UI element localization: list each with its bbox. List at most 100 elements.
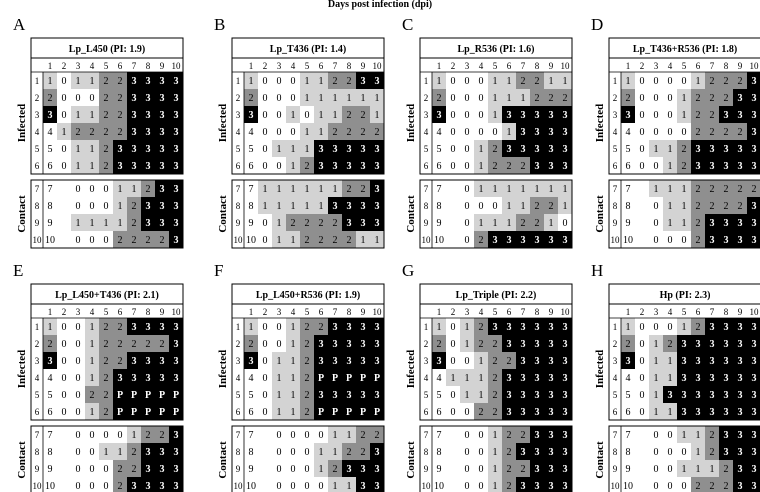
heatmap-cell xyxy=(272,443,287,461)
cell-value-label: 0 xyxy=(668,464,673,475)
heatmap-cell xyxy=(460,426,475,444)
heatmap-cell xyxy=(544,426,559,444)
heatmap-cell xyxy=(446,72,461,90)
cell-value-label: 3 xyxy=(507,110,512,121)
heatmap-cell xyxy=(530,180,545,198)
cell-value-label: 0 xyxy=(319,481,324,492)
heatmap-cell xyxy=(621,426,636,444)
cell-value-label: 1 xyxy=(291,373,296,384)
day-tick-label: 4 xyxy=(668,307,673,317)
heatmap-cell xyxy=(677,89,692,107)
heatmap-cell xyxy=(314,460,329,478)
cell-value-label: 1 xyxy=(90,339,95,350)
heatmap-cell xyxy=(314,426,329,444)
day-tick-label: 8 xyxy=(724,307,729,317)
panel-letter: A xyxy=(13,15,26,34)
cell-value-label: 1 xyxy=(535,184,540,195)
heatmap-cell xyxy=(621,214,636,232)
cell-value-label: 3 xyxy=(521,447,526,458)
heatmap-cell xyxy=(635,352,650,370)
heatmap-cell xyxy=(691,477,706,492)
cell-value-label: 3 xyxy=(146,161,151,172)
heatmap-cell xyxy=(488,231,503,249)
heatmap-cell xyxy=(733,318,748,336)
cell-value-label: 0 xyxy=(451,339,456,350)
cell-value-label: 3 xyxy=(375,76,380,87)
heatmap-cell xyxy=(113,140,128,158)
cell-value-label: 1 xyxy=(668,144,673,155)
heatmap-cell xyxy=(342,477,357,492)
heatmap-cell xyxy=(516,352,531,370)
heatmap-cell xyxy=(85,426,100,444)
heatmap-cell xyxy=(488,72,503,90)
cell-value-label: 1 xyxy=(305,144,310,155)
cell-value-label: 0 xyxy=(654,201,659,212)
day-tick-label: 6 xyxy=(696,307,701,317)
cell-value-label: 3 xyxy=(160,76,165,87)
heatmap-cell xyxy=(57,352,72,370)
heatmap-cell xyxy=(719,157,734,175)
cell-value-label: 0 xyxy=(76,407,81,418)
cell-value-label: 2 xyxy=(696,218,701,229)
cell-value-label: 3 xyxy=(724,144,729,155)
cell-value-label: 3 xyxy=(535,430,540,441)
heatmap-cell xyxy=(460,386,475,404)
cell-value-label: 0 xyxy=(104,430,109,441)
heatmap-cell xyxy=(57,318,72,336)
heatmap-cell xyxy=(733,72,748,90)
heatmap-cell xyxy=(488,369,503,387)
cell-value-label: 0 xyxy=(76,356,81,367)
cell-value-label: 1 xyxy=(319,447,324,458)
contact-group-label: Contact xyxy=(594,441,606,479)
heatmap-cell xyxy=(516,197,531,215)
heatmap-cell xyxy=(286,460,301,478)
day-tick-label: 5 xyxy=(104,61,109,71)
cell-value-label: 1 xyxy=(361,93,366,104)
heatmap-cell xyxy=(127,352,142,370)
cell-value-label: 2 xyxy=(710,127,715,138)
heatmap-cell xyxy=(300,369,315,387)
cell-value-label: 3 xyxy=(696,373,701,384)
heatmap-cell xyxy=(356,477,371,492)
heatmap-cell xyxy=(244,386,259,404)
heatmap-cell xyxy=(169,403,184,421)
heatmap-cell xyxy=(705,352,720,370)
cell-value-label: 9 xyxy=(626,464,631,475)
cell-value-label: 0 xyxy=(479,127,484,138)
cell-value-label: 1 xyxy=(277,407,282,418)
heatmap-cell xyxy=(747,123,760,141)
panel-letter: F xyxy=(214,261,223,280)
heatmap-cell xyxy=(342,443,357,461)
cell-value-label: P xyxy=(332,373,338,384)
row-label: 6 xyxy=(424,407,429,417)
cell-value-label: 2 xyxy=(549,201,554,212)
row-label: 7 xyxy=(613,430,618,440)
cell-value-label: 1 xyxy=(493,93,498,104)
panel-title: Lp_L450+R536 (PI: 1.9) xyxy=(256,290,360,301)
heatmap-cell xyxy=(155,369,170,387)
heatmap-cell xyxy=(71,460,86,478)
day-tick-label: 3 xyxy=(465,61,470,71)
heatmap-cell xyxy=(719,386,734,404)
infected-table-frame xyxy=(231,303,385,421)
row-label: 7 xyxy=(35,430,40,440)
cell-value-label: 5 xyxy=(48,390,53,401)
heatmap-cell xyxy=(342,123,357,141)
heatmap-cell xyxy=(705,89,720,107)
cell-value-label: 0 xyxy=(305,110,310,121)
cell-value-label: 3 xyxy=(132,481,137,492)
cell-value-label: 3 xyxy=(132,322,137,333)
heatmap-cell xyxy=(432,231,447,249)
cell-value-label: 1 xyxy=(507,93,512,104)
heatmap-cell xyxy=(99,157,114,175)
cell-value-label: 2 xyxy=(563,93,568,104)
cell-value-label: 0 xyxy=(654,235,659,246)
heatmap-cell xyxy=(747,214,760,232)
heatmap-cell xyxy=(621,180,636,198)
cell-value-label: 1 xyxy=(90,110,95,121)
cell-value-label: 0 xyxy=(654,464,659,475)
cell-value-label: 1 xyxy=(347,93,352,104)
cell-value-label: 0 xyxy=(90,481,95,492)
heatmap-cell xyxy=(663,106,678,124)
heatmap-cell xyxy=(71,386,86,404)
